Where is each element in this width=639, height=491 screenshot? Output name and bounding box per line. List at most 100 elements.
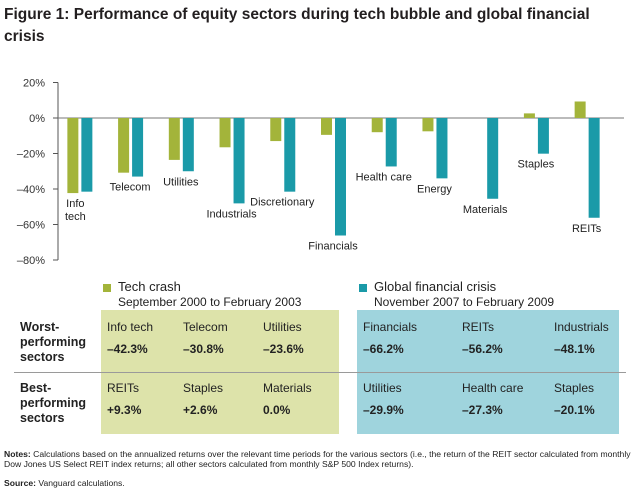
category-label-line: Info (66, 198, 84, 210)
worst-label-line: sectors (20, 350, 65, 364)
sector-name: Staples (554, 381, 595, 395)
bar-gfc-telecom (132, 118, 144, 177)
bar-chart: 20% 0% –20% –40% –60% –80% Info tech Telecom Uti… (17, 78, 624, 267)
bar-gfc-staples (537, 118, 549, 154)
table-cell: Financials –66.2% (363, 320, 417, 356)
table-cell: REITs –56.2% (462, 320, 503, 356)
bar-tech-telecom (118, 118, 130, 173)
legend-period-tech: September 2000 to February 2003 (118, 295, 302, 309)
table-cell: Staples +2.6% (183, 381, 223, 417)
notes: Notes: Calculations based on the annuali… (4, 449, 636, 469)
category-label-line: Telecom (110, 182, 151, 194)
bar-gfc-info-tech (81, 118, 93, 192)
bar-gfc-utilities (182, 118, 194, 172)
sector-return: –23.6% (263, 342, 304, 356)
bar-gfc-financials (335, 118, 346, 236)
table-cell: Health care –27.3% (462, 381, 523, 417)
bar-gfc-industrials (233, 118, 245, 204)
category-label: REITs (572, 223, 602, 235)
category-label-line: Industrials (206, 208, 257, 220)
sector-return: +2.6% (183, 403, 218, 417)
figure-title: Figure 1: Performance of equity sectors … (4, 6, 590, 45)
bar-gfc-materials (487, 118, 499, 199)
sector-name: Utilities (363, 381, 402, 395)
table-cell: Utilities –23.6% (263, 320, 304, 356)
notes-label: Notes: (4, 449, 31, 459)
row-divider (14, 372, 626, 373)
legend-title-tech: Tech crash (118, 279, 181, 294)
bars (67, 101, 600, 236)
bar-tech-energy (422, 118, 434, 132)
bar-tech-discretionary (270, 118, 282, 142)
y-axis: 20% 0% –20% –40% –60% –80% (17, 78, 624, 267)
table-cell: Utilities –29.9% (363, 381, 404, 417)
sector-name: Health care (462, 381, 524, 395)
y-tick-label: –40% (17, 184, 45, 196)
y-tick-label: –60% (17, 220, 45, 232)
y-tick-label: –20% (17, 149, 45, 161)
source: Source: Vanguard calculations. (4, 478, 125, 488)
bar-tech-health-care (371, 118, 383, 133)
category-label: Staples (518, 159, 555, 171)
legend-period-gfc: November 2007 to February 2009 (374, 295, 555, 309)
category-label: Health care (356, 171, 412, 183)
category-label-line: Financials (308, 241, 358, 253)
bar-tech-reits (574, 101, 586, 118)
sector-name: REITs (462, 320, 495, 334)
bar-tech-utilities (168, 118, 180, 160)
category-label-line: Energy (417, 183, 452, 195)
category-label: Industrials (206, 208, 257, 220)
sector-name: REITs (107, 381, 140, 395)
category-label-line: Discretionary (250, 197, 315, 209)
sector-return: –48.1% (554, 342, 595, 356)
best-label-line: performing (20, 396, 86, 410)
worst-label-line: Worst- (20, 320, 60, 334)
legend-title-gfc: Global financial crisis (374, 279, 497, 294)
category-label-line: tech (65, 211, 86, 223)
category-label-line: Staples (518, 159, 555, 171)
category-label: Financials (308, 241, 358, 253)
y-tick-label: 0% (29, 113, 45, 125)
source-label: Source: (4, 478, 36, 488)
best-performing-label: Best- performing sectors (20, 381, 86, 426)
sector-name: Staples (183, 381, 224, 395)
sector-return: –42.3% (107, 342, 148, 356)
category-label-line: REITs (572, 223, 602, 235)
category-labels: Info tech Telecom Utilities IndustrialsDiscr… (65, 159, 602, 253)
bar-gfc-health-care (385, 118, 397, 167)
sector-name: Financials (363, 320, 418, 334)
bar-gfc-energy (436, 118, 448, 179)
bar-tech-staples (523, 113, 535, 118)
table-cell: REITs +9.3% (107, 381, 141, 417)
sector-return: –20.1% (554, 403, 595, 417)
y-tick-label: –80% (17, 255, 45, 267)
sector-name: Utilities (263, 320, 302, 334)
category-label: Telecom (110, 182, 151, 194)
sector-return: 0.0% (263, 403, 291, 417)
bar-gfc-discretionary (284, 118, 296, 192)
sector-name: Telecom (183, 320, 228, 334)
y-tick-label: 20% (23, 78, 45, 90)
sector-return: +9.3% (107, 403, 142, 417)
sector-return: –56.2% (462, 342, 503, 356)
category-label: Discretionary (250, 197, 315, 209)
best-label-line: sectors (20, 411, 65, 425)
category-label: Info tech (65, 198, 86, 223)
category-label: Utilities (163, 176, 199, 188)
best-label-line: Best- (20, 381, 52, 395)
table-cell: Industrials –48.1% (554, 320, 609, 356)
category-label: Energy (417, 183, 452, 195)
sector-name: Industrials (554, 320, 609, 334)
bar-tech-industrials (219, 118, 231, 148)
worst-label-line: performing (20, 335, 86, 349)
legend-swatch-gfc (359, 284, 367, 292)
worst-performing-label: Worst- performing sectors (20, 320, 86, 365)
table-cell: Materials 0.0% (263, 381, 312, 417)
sector-return: –27.3% (462, 403, 503, 417)
category-label: Materials (463, 204, 508, 216)
category-label-line: Materials (463, 204, 508, 216)
sector-return: –66.2% (363, 342, 404, 356)
sector-return: –30.8% (183, 342, 224, 356)
bar-gfc-reits (588, 118, 600, 218)
sector-name: Materials (263, 381, 312, 395)
